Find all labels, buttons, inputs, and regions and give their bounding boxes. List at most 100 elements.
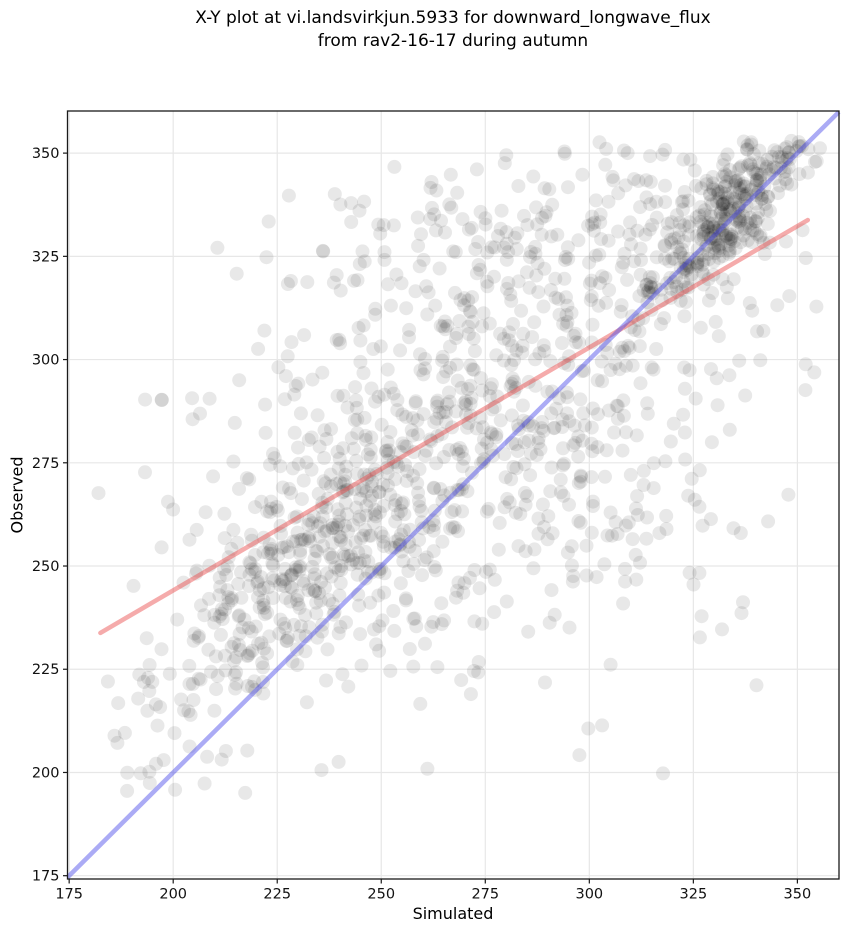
scatter-point bbox=[447, 503, 462, 518]
scatter-point bbox=[568, 435, 583, 450]
scatter-point bbox=[688, 391, 703, 406]
scatter-point bbox=[368, 301, 383, 316]
scatter-point bbox=[732, 197, 747, 212]
scatter-point bbox=[723, 170, 738, 185]
scatter-point bbox=[562, 349, 577, 364]
scatter-point bbox=[687, 492, 702, 507]
scatter-point bbox=[275, 480, 290, 495]
scatter-point bbox=[358, 571, 373, 586]
scatter-point bbox=[696, 267, 711, 282]
scatter-point bbox=[792, 139, 806, 154]
scatter-point bbox=[456, 585, 471, 600]
axes-background bbox=[67, 111, 839, 879]
scatter-point bbox=[422, 520, 437, 534]
scatter-point bbox=[779, 234, 793, 249]
scatter-point bbox=[748, 188, 763, 202]
scatter-point bbox=[791, 135, 806, 150]
scatter-point bbox=[475, 383, 490, 398]
scatter-point bbox=[762, 167, 777, 182]
scatter-point bbox=[368, 462, 382, 477]
scatter-point bbox=[401, 564, 416, 578]
scatter-point bbox=[131, 691, 146, 706]
scatter-point bbox=[154, 393, 169, 407]
scatter-point bbox=[707, 241, 722, 255]
scatter-point bbox=[520, 218, 535, 233]
scatter-point bbox=[138, 392, 153, 407]
scatter-point bbox=[484, 442, 499, 457]
scatter-point bbox=[356, 366, 371, 380]
scatter-point bbox=[417, 553, 432, 567]
scatter-point bbox=[218, 663, 233, 678]
scatter-point bbox=[270, 503, 285, 518]
scatter-point bbox=[218, 744, 233, 758]
scatter-point bbox=[792, 139, 807, 154]
scatter-point bbox=[732, 211, 747, 226]
scatter-point bbox=[307, 571, 322, 586]
scatter-point bbox=[353, 333, 368, 348]
scatter-point bbox=[681, 488, 696, 503]
scatter-point bbox=[697, 203, 712, 218]
scatter-point bbox=[728, 205, 743, 220]
scatter-point bbox=[531, 435, 546, 450]
scatter-point bbox=[316, 474, 331, 489]
scatter-point bbox=[616, 393, 631, 408]
scatter-point bbox=[443, 167, 458, 182]
scatter-point bbox=[346, 518, 360, 533]
scatter-point bbox=[480, 279, 495, 294]
scatter-point bbox=[697, 223, 711, 238]
scatter-point bbox=[274, 540, 289, 555]
scatter-point bbox=[480, 435, 495, 450]
scatter-point bbox=[463, 687, 478, 702]
scatter-point bbox=[510, 444, 525, 458]
scatter-point bbox=[649, 194, 664, 209]
scatter-point bbox=[593, 215, 608, 230]
scatter-point bbox=[528, 352, 543, 367]
scatter-point bbox=[504, 376, 519, 391]
scatter-point bbox=[265, 556, 280, 571]
scatter-point bbox=[341, 549, 356, 564]
y-tick-label: 225 bbox=[32, 662, 60, 678]
scatter-point bbox=[784, 177, 799, 192]
scatter-point bbox=[490, 389, 505, 404]
scatter-point bbox=[502, 325, 517, 340]
scatter-point bbox=[434, 617, 449, 632]
scatter-point bbox=[795, 223, 810, 238]
scatter-point bbox=[619, 425, 633, 440]
scatter-point bbox=[310, 630, 325, 645]
scatter-point bbox=[436, 450, 451, 464]
scatter-point bbox=[557, 356, 572, 371]
scatter-point bbox=[402, 539, 417, 554]
scatter-point bbox=[338, 496, 353, 511]
scatter-point bbox=[726, 272, 741, 287]
scatter-point bbox=[372, 485, 387, 499]
scatter-point bbox=[304, 462, 319, 477]
scatter-point bbox=[631, 313, 646, 328]
scatter-point bbox=[399, 439, 414, 454]
scatter-point bbox=[603, 657, 618, 672]
scatter-point bbox=[679, 263, 694, 277]
scatter-point bbox=[712, 223, 727, 238]
scatter-point bbox=[705, 286, 720, 300]
scatter-point bbox=[256, 675, 270, 689]
scatter-point bbox=[528, 246, 543, 261]
scatter-point bbox=[398, 457, 413, 472]
scatter-point bbox=[568, 326, 583, 341]
scatter-point bbox=[293, 532, 308, 547]
scatter-point bbox=[320, 642, 335, 657]
scatter-point bbox=[142, 776, 157, 790]
scatter-point bbox=[383, 380, 398, 395]
scatter-point bbox=[362, 528, 377, 543]
scatter-point bbox=[455, 212, 470, 227]
scatter-point bbox=[421, 285, 436, 300]
scatter-point bbox=[349, 393, 364, 408]
scatter-point bbox=[602, 283, 617, 297]
scatter-point bbox=[499, 236, 514, 251]
scatter-point bbox=[729, 173, 744, 188]
scatter-point bbox=[736, 595, 750, 610]
scatter-point bbox=[414, 227, 428, 242]
x-tick-label: 350 bbox=[784, 887, 812, 903]
scatter-point bbox=[679, 258, 694, 273]
scatter-point bbox=[302, 620, 317, 635]
scatter-point bbox=[238, 785, 253, 800]
scatter-point bbox=[451, 483, 466, 498]
